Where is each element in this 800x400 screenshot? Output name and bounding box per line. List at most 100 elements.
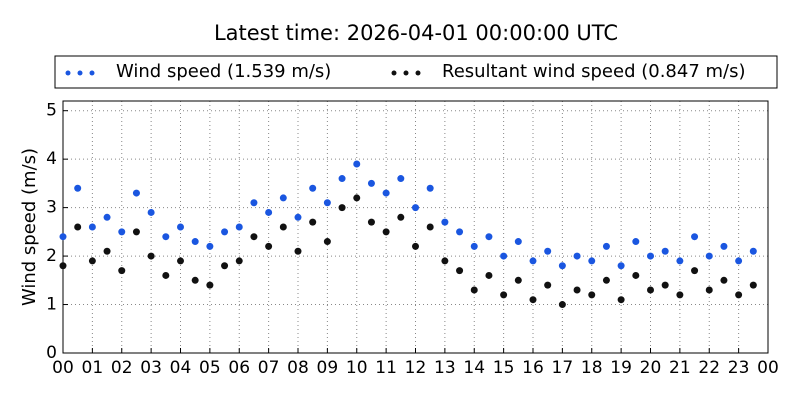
data-point bbox=[500, 252, 508, 260]
data-point bbox=[397, 213, 405, 221]
data-point bbox=[279, 223, 287, 231]
data-point bbox=[294, 213, 302, 221]
data-point bbox=[74, 184, 82, 192]
data-point bbox=[103, 213, 111, 221]
data-point bbox=[59, 262, 67, 270]
y-tick-label: 1 bbox=[46, 295, 57, 315]
x-tick-label: 14 bbox=[463, 358, 485, 378]
data-point bbox=[632, 271, 640, 279]
data-point bbox=[88, 257, 96, 265]
data-point bbox=[147, 252, 155, 260]
data-point bbox=[294, 247, 302, 255]
data-point bbox=[162, 233, 170, 241]
x-tick-label: 07 bbox=[258, 358, 280, 378]
x-tick-label: 03 bbox=[140, 358, 162, 378]
data-point bbox=[485, 271, 493, 279]
data-point bbox=[265, 208, 273, 216]
data-point bbox=[573, 252, 581, 260]
data-point bbox=[103, 247, 111, 255]
y-tick-label: 3 bbox=[46, 198, 57, 218]
data-point bbox=[177, 223, 184, 231]
data-point bbox=[544, 247, 552, 255]
data-point bbox=[412, 204, 419, 212]
x-tick-label: 11 bbox=[375, 358, 397, 378]
legend-marker bbox=[403, 70, 409, 76]
data-point bbox=[705, 252, 713, 260]
data-point bbox=[382, 189, 390, 197]
legend-marker bbox=[89, 70, 95, 76]
data-point bbox=[338, 175, 346, 183]
data-point bbox=[426, 184, 434, 192]
x-tick-label: 21 bbox=[669, 358, 691, 378]
x-tick-label: 16 bbox=[522, 358, 544, 378]
data-point bbox=[720, 242, 728, 250]
data-point bbox=[735, 257, 743, 265]
data-point bbox=[59, 233, 67, 241]
x-tick-label: 23 bbox=[728, 358, 750, 378]
data-point bbox=[206, 242, 214, 250]
data-point bbox=[500, 291, 508, 299]
data-point bbox=[514, 238, 522, 246]
data-point bbox=[588, 257, 596, 265]
data-point bbox=[602, 242, 610, 250]
data-point bbox=[749, 247, 757, 255]
data-point bbox=[691, 267, 699, 275]
data-point bbox=[323, 199, 331, 207]
data-point bbox=[309, 218, 317, 226]
data-point bbox=[309, 184, 317, 192]
x-tick-label: 12 bbox=[405, 358, 427, 378]
x-tick-label: 00 bbox=[52, 358, 74, 378]
x-tick-label: 22 bbox=[698, 358, 720, 378]
data-point bbox=[250, 233, 258, 241]
data-point bbox=[529, 296, 537, 304]
data-point bbox=[691, 233, 699, 241]
data-point bbox=[485, 233, 493, 241]
x-tick-label: 17 bbox=[552, 358, 574, 378]
x-tick-label: 15 bbox=[493, 358, 515, 378]
data-point bbox=[162, 271, 170, 279]
data-point bbox=[617, 262, 625, 270]
x-tick-label: 08 bbox=[287, 358, 309, 378]
y-tick-label: 4 bbox=[46, 149, 57, 169]
data-point bbox=[412, 242, 419, 250]
data-point bbox=[558, 301, 566, 309]
data-point bbox=[250, 199, 258, 207]
data-point bbox=[323, 238, 331, 246]
data-point bbox=[661, 247, 669, 255]
x-tick-label: 09 bbox=[317, 358, 339, 378]
data-point bbox=[470, 242, 478, 250]
data-point bbox=[544, 281, 552, 289]
legend-label: Resultant wind speed (0.847 m/s) bbox=[442, 61, 746, 82]
data-point bbox=[705, 286, 713, 294]
y-tick-label: 5 bbox=[46, 101, 57, 121]
legend-marker bbox=[391, 70, 397, 76]
data-point bbox=[602, 276, 610, 284]
x-tick-label: 01 bbox=[82, 358, 104, 378]
data-point bbox=[132, 228, 140, 236]
legend-marker bbox=[415, 70, 421, 76]
data-point bbox=[279, 194, 287, 202]
x-tick-label: 00 bbox=[757, 358, 779, 378]
data-point bbox=[470, 286, 478, 294]
data-point bbox=[529, 257, 537, 265]
x-tick-label: 06 bbox=[228, 358, 250, 378]
chart-title: Latest time: 2026-04-01 00:00:00 UTC bbox=[214, 21, 618, 45]
data-point bbox=[661, 281, 669, 289]
data-point bbox=[265, 242, 273, 250]
data-point bbox=[573, 286, 581, 294]
data-point bbox=[132, 189, 140, 197]
data-point bbox=[221, 262, 229, 270]
x-tick-label: 05 bbox=[199, 358, 221, 378]
data-point bbox=[191, 238, 199, 246]
data-point bbox=[456, 228, 464, 236]
data-point bbox=[353, 194, 361, 202]
x-tick-label: 04 bbox=[170, 358, 192, 378]
data-point bbox=[147, 208, 155, 216]
data-point bbox=[206, 281, 214, 289]
data-point bbox=[382, 228, 390, 236]
data-point bbox=[118, 267, 126, 275]
data-point bbox=[441, 218, 449, 226]
data-point bbox=[558, 262, 566, 270]
data-point bbox=[367, 218, 375, 226]
